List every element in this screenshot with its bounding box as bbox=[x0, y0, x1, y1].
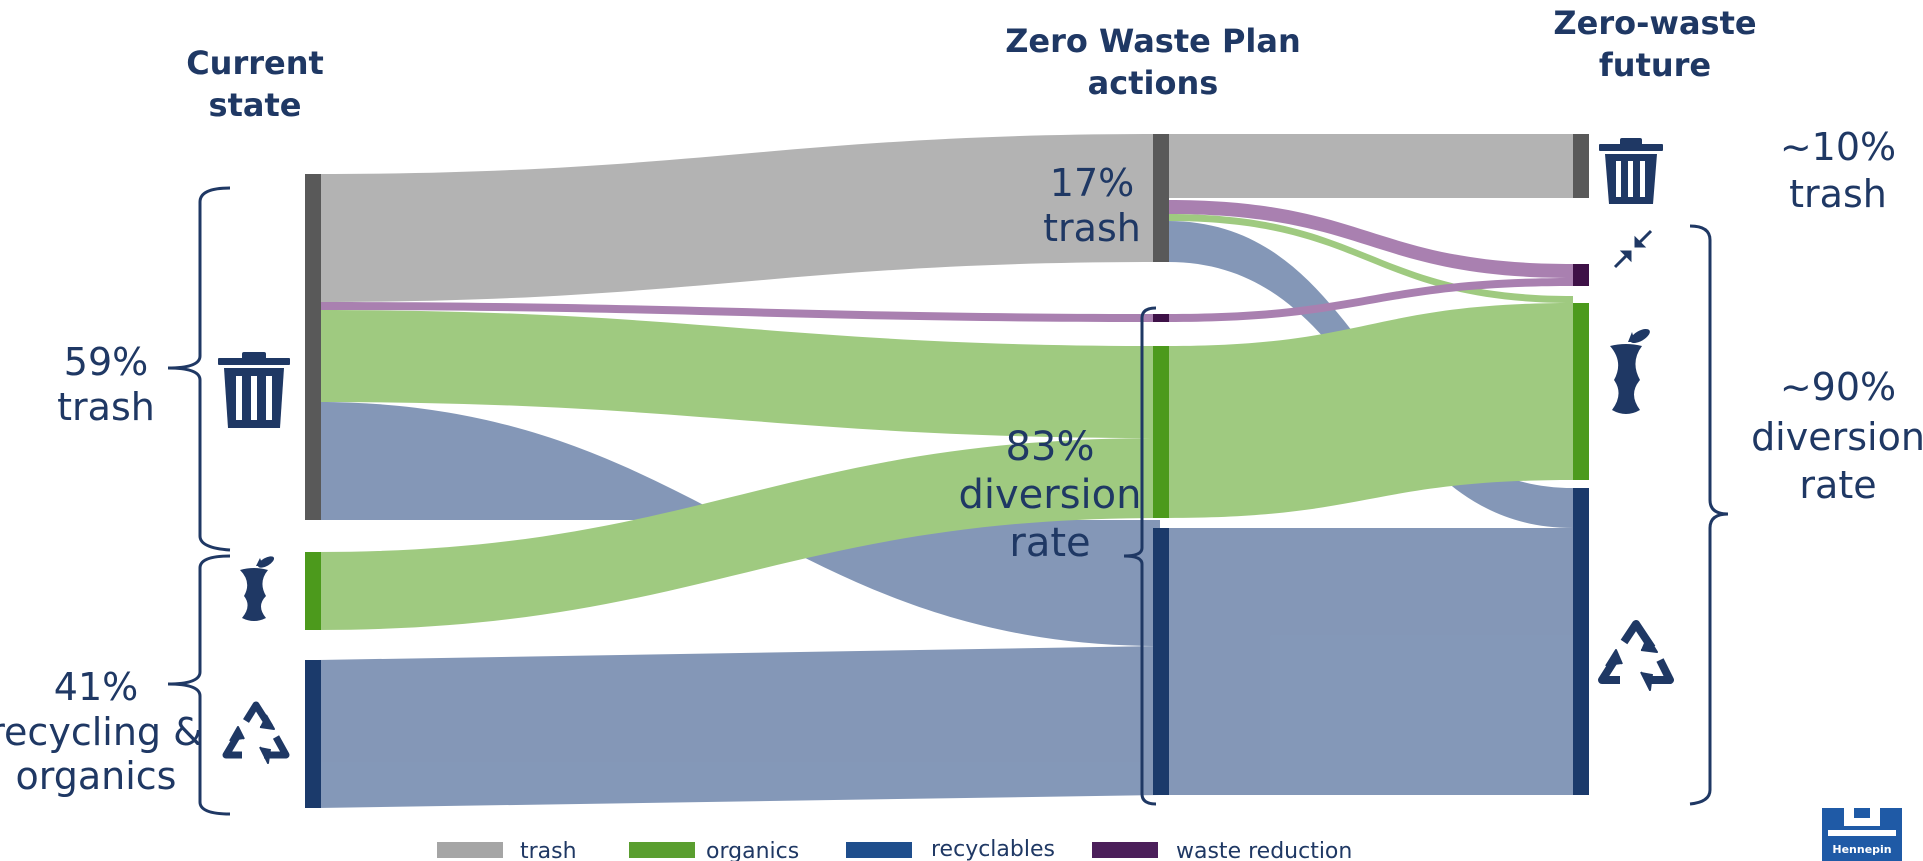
legend-label-organics: organics bbox=[706, 839, 799, 861]
left-trash-word: trash bbox=[57, 385, 155, 429]
future-trash-percent: ~10% bbox=[1780, 125, 1896, 169]
left-trash-brace bbox=[167, 186, 231, 552]
node-plan-reduction bbox=[1153, 314, 1169, 322]
node-plan-trash bbox=[1153, 134, 1169, 262]
left-recycling-line2: recycling & bbox=[0, 710, 203, 754]
node-future-recyclables bbox=[1573, 488, 1589, 795]
node-current-trash bbox=[305, 174, 321, 520]
flow-plan-organics-to-future-organics bbox=[1168, 303, 1573, 518]
legend-label-recyclables: recyclables bbox=[931, 837, 1055, 861]
header-future-line1: Zero-waste bbox=[1553, 4, 1756, 42]
recycle-icon bbox=[222, 701, 290, 764]
future-diversion-brace bbox=[1689, 224, 1729, 806]
node-current-organics bbox=[305, 552, 321, 630]
node-future-reduction bbox=[1573, 264, 1589, 286]
node-future-organics bbox=[1573, 303, 1589, 480]
left-recycling-percent: 41% bbox=[54, 665, 138, 709]
left-recycling-line3: organics bbox=[16, 754, 177, 798]
header-current-line2: state bbox=[209, 86, 302, 124]
flow-trash-to-plan-reduction bbox=[318, 302, 1160, 322]
plan-diversion-percent: 83% bbox=[1006, 424, 1095, 470]
plan-trash-word: trash bbox=[1043, 206, 1141, 250]
flow-trash-to-plan-trash bbox=[318, 134, 1160, 302]
recycle-icon bbox=[1598, 620, 1674, 691]
header-plan-line1: Zero Waste Plan bbox=[1005, 22, 1301, 60]
trash-can-icon bbox=[218, 352, 290, 428]
future-diversion-line2: diversion bbox=[1751, 415, 1923, 459]
legend-label-trash: trash bbox=[520, 839, 577, 861]
trash-can-icon bbox=[1599, 138, 1663, 204]
plan-diversion-line3: rate bbox=[1009, 520, 1090, 566]
left-recycling-brace bbox=[167, 554, 231, 816]
sankey-nodes bbox=[305, 134, 1589, 808]
flow-plan-recyclables-to-future-recyclables bbox=[1168, 528, 1573, 795]
flow-organics-to-plan-organics bbox=[318, 438, 1160, 630]
legend-swatch-trash bbox=[437, 842, 503, 858]
legend-swatch-recyclables bbox=[846, 842, 912, 858]
node-plan-recyclables bbox=[1153, 528, 1169, 795]
future-diversion-line3: rate bbox=[1799, 463, 1876, 507]
flow-trash-to-plan-recyclables bbox=[318, 402, 1160, 646]
flow-plan-trash-to-future-trash bbox=[1168, 134, 1573, 198]
legend-label-waste-reduction: waste reduction bbox=[1176, 839, 1352, 861]
apple-core-icon bbox=[1610, 329, 1650, 414]
plan-trash-percent: 17% bbox=[1050, 161, 1134, 205]
future-diversion-percent: ~90% bbox=[1780, 365, 1896, 409]
plan-diversion-line2: diversion bbox=[958, 472, 1141, 518]
hennepin-logo-text: Hennepin bbox=[1832, 843, 1891, 856]
flow-recyclables-to-plan-recyclables bbox=[318, 646, 1160, 808]
left-trash-percent: 59% bbox=[64, 340, 148, 384]
legend-swatch-waste-reduction bbox=[1092, 842, 1158, 858]
hennepin-logo: Hennepin bbox=[1822, 808, 1902, 861]
future-trash-word: trash bbox=[1789, 172, 1887, 216]
header-future-line2: future bbox=[1599, 46, 1711, 84]
legend: trash organics recyclables waste reducti… bbox=[437, 837, 1352, 861]
header-current-line1: Current bbox=[186, 44, 324, 82]
compress-arrows-icon bbox=[1613, 229, 1653, 269]
header-plan-line2: actions bbox=[1088, 64, 1219, 102]
legend-swatch-organics bbox=[629, 842, 695, 858]
flow-plan-trash-to-future-organics bbox=[1168, 214, 1573, 303]
node-plan-organics bbox=[1153, 346, 1169, 518]
plan-diversion-brace bbox=[1123, 306, 1157, 806]
node-current-recyclables bbox=[305, 660, 321, 808]
sankey-flows bbox=[318, 134, 1573, 808]
flow-plan-trash-to-future-reduction bbox=[1168, 200, 1573, 278]
flow-trash-to-plan-organics bbox=[318, 310, 1160, 438]
flow-plan-reduction-to-future-reduction bbox=[1168, 278, 1573, 322]
apple-core-icon bbox=[240, 556, 275, 621]
node-future-trash bbox=[1573, 134, 1589, 198]
